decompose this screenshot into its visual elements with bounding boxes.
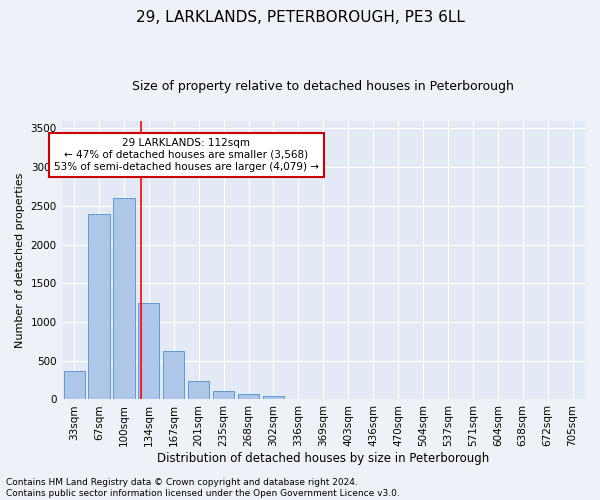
Bar: [188, 381, 209, 400]
Bar: [64, 371, 85, 400]
Bar: [263, 396, 284, 400]
Text: Contains HM Land Registry data © Crown copyright and database right 2024.
Contai: Contains HM Land Registry data © Crown c…: [6, 478, 400, 498]
Bar: [88, 214, 110, 400]
Bar: [163, 350, 184, 400]
Title: Size of property relative to detached houses in Peterborough: Size of property relative to detached ho…: [133, 80, 514, 93]
Bar: [238, 394, 259, 400]
Text: 29 LARKLANDS: 112sqm
← 47% of detached houses are smaller (3,568)
53% of semi-de: 29 LARKLANDS: 112sqm ← 47% of detached h…: [54, 138, 319, 172]
Y-axis label: Number of detached properties: Number of detached properties: [15, 172, 25, 348]
Bar: [113, 198, 134, 400]
Text: 29, LARKLANDS, PETERBOROUGH, PE3 6LL: 29, LARKLANDS, PETERBOROUGH, PE3 6LL: [136, 10, 464, 25]
X-axis label: Distribution of detached houses by size in Peterborough: Distribution of detached houses by size …: [157, 452, 490, 465]
Bar: [213, 391, 234, 400]
Bar: [138, 302, 160, 400]
